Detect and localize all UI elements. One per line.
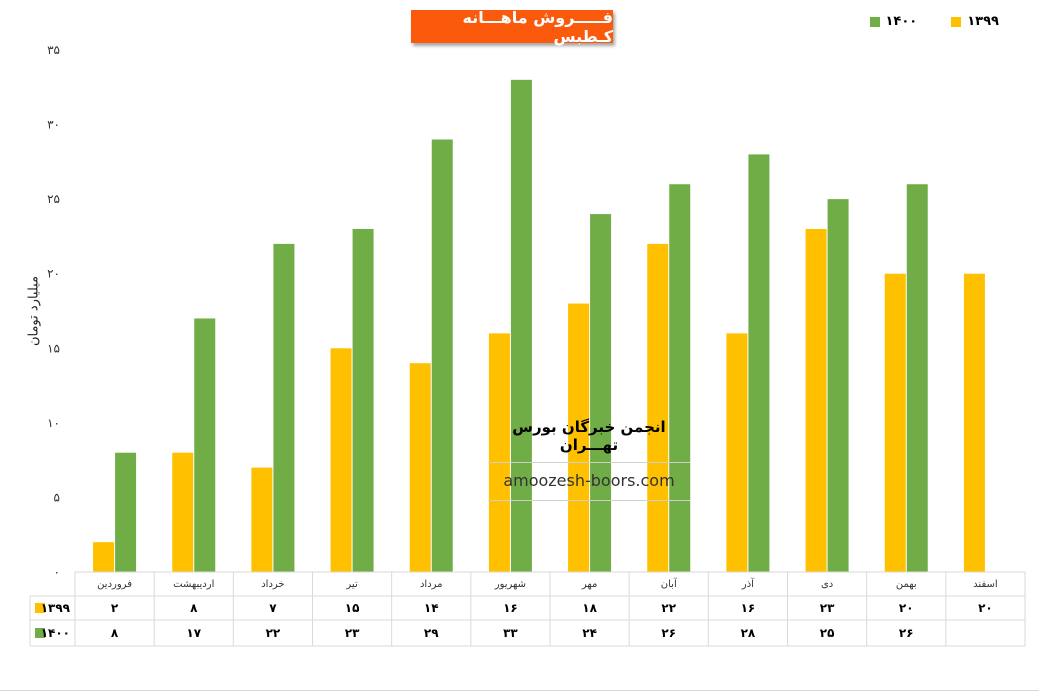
bar-1399 [726,333,748,572]
data-label: ۲۶ [661,626,676,640]
x-tick-label: فروردین [97,579,132,590]
data-label: ۲ [111,601,119,615]
bottom-divider [0,690,1039,691]
watermark-org: انجمن خبرگان بورس تهـــران [488,410,690,463]
legend-item-1400: ۱۴۰۰ [869,14,918,29]
bar-1400 [748,154,770,572]
watermark: انجمن خبرگان بورس تهـــران amoozesh-boor… [488,410,690,501]
legend-swatch-1400 [869,16,880,27]
bar-1399 [251,467,273,572]
bar-1400 [194,318,216,572]
data-label: ۷ [269,601,277,615]
data-label: ۱۶ [503,601,518,615]
data-label: ۲۴ [582,626,597,640]
x-tick-label: مرداد [420,579,443,590]
y-tick-label: ۱۵ [47,341,60,355]
x-tick-label: بهمن [896,579,917,590]
bar-1400 [352,228,374,572]
data-label: ۱۸ [582,601,597,615]
data-label: ۲۸ [741,626,756,640]
x-tick-label: اردیبهشت [173,579,214,590]
data-label: ۱۴ [424,601,439,615]
bar-1400 [669,184,691,572]
data-label: ۱۷ [186,626,201,640]
table-legend-swatch-1399 [35,603,45,613]
bar-1400 [510,79,532,572]
bar-1399 [647,243,669,572]
data-label: ۱۵ [345,601,360,615]
legend: ۱۴۰۰ ۱۳۹۹ [869,14,999,29]
x-tick-label: تیر [345,579,358,590]
legend-label-1399: ۱۳۹۹ [967,14,999,29]
bar-1399 [488,333,510,572]
data-label: ۱۶ [741,601,756,615]
bar-1399 [409,363,431,572]
x-tick-label: شهریور [494,579,526,590]
legend-item-1399: ۱۳۹۹ [951,14,999,29]
bar-1400 [431,139,453,572]
y-tick-label: ۳۰ [47,118,60,132]
y-tick-label: ۲۰ [47,267,60,281]
bar-1399 [805,228,827,572]
table-legend-swatch-1400 [35,628,45,638]
bar-1400 [115,452,137,572]
data-label: ۲۶ [899,626,914,640]
data-label: ۲۹ [424,626,439,640]
x-tick-label: آذر [741,577,755,590]
table-series-name: ۱۴۰۰ [41,626,70,640]
table-series-name: ۱۳۹۹ [41,601,71,615]
legend-label-1400: ۱۴۰۰ [885,14,918,29]
watermark-site: amoozesh-boors.com [488,463,690,501]
bar-1399 [330,348,352,572]
legend-swatch-1399 [951,16,962,27]
data-label: ۸ [190,601,198,615]
data-label: ۲۳ [820,601,835,615]
data-label: ۸ [111,626,119,640]
data-label: ۲۲ [266,626,281,640]
bar-1400 [590,214,612,573]
x-tick-label: اسفند [973,579,997,590]
x-tick-label: آبان [661,577,678,590]
bar-1400 [906,184,928,572]
y-tick-label: ۵ [54,490,60,504]
bar-1399 [172,452,194,572]
bar-1400 [827,199,849,572]
x-tick-label: مهر [581,579,597,590]
y-tick-label: ۲۵ [47,192,60,206]
data-label: ۲۰ [899,601,914,615]
y-tick-label: ۳۵ [47,43,60,57]
data-label: ۲۵ [820,626,835,640]
bar-1399 [568,303,590,572]
bar-1399 [963,273,985,572]
chart-title: فـــــروش ماهـــانه کـطبس [411,8,613,46]
y-tick-label: ۱۰ [47,416,60,430]
x-tick-label: خرداد [261,579,284,590]
y-axis-label: میلیارد تومان [26,275,42,347]
data-label: ۲۲ [661,601,676,615]
bar-1399 [884,273,906,572]
bar-1399 [93,542,115,572]
y-tick-label: ۰ [54,565,60,579]
data-label: ۳۳ [503,626,518,640]
x-tick-label: دی [821,579,833,590]
bar-1400 [273,243,295,572]
data-label: ۲۰ [978,601,993,615]
data-label: ۲۳ [345,626,360,640]
